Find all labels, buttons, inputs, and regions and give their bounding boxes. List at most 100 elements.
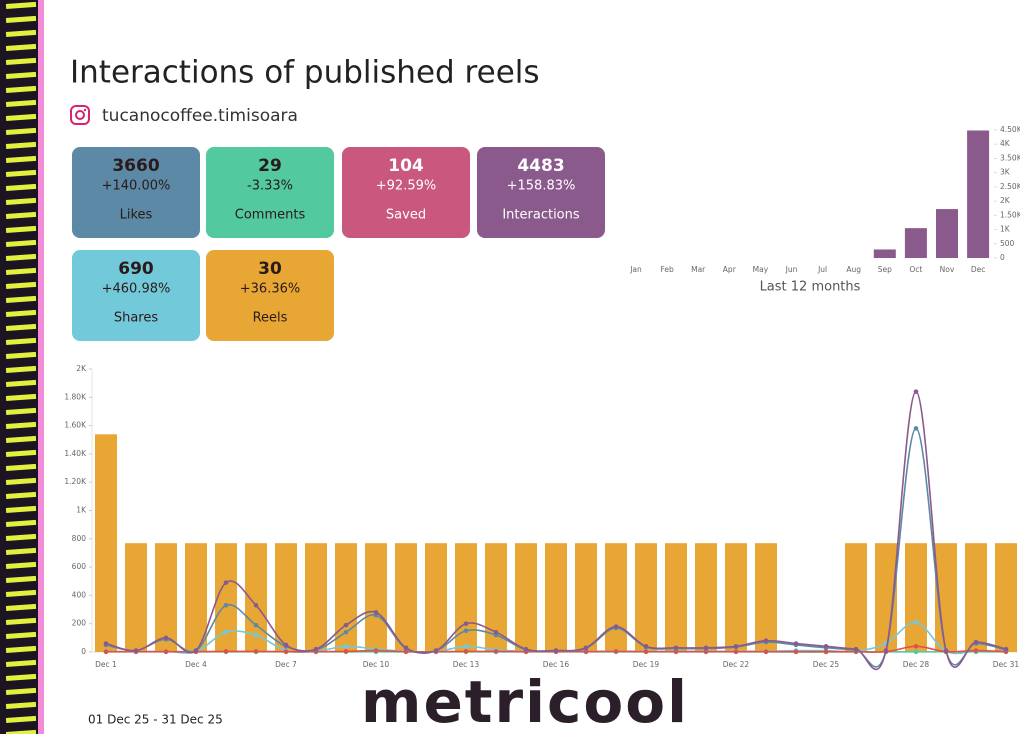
y-tick-label: 0 (1000, 253, 1005, 262)
point (463, 649, 469, 654)
x-tick-label: Feb (660, 265, 674, 274)
y-tick-label: 3K (1000, 168, 1011, 177)
point (343, 629, 349, 635)
bar (665, 543, 687, 652)
y-tick-label: 400 (72, 590, 87, 599)
bar (425, 543, 447, 652)
x-tick-label: May (753, 265, 769, 274)
y-tick-label: 600 (72, 562, 87, 571)
point (853, 646, 859, 652)
bar (875, 543, 897, 652)
point (403, 645, 409, 651)
y-tick-label: 200 (72, 619, 87, 628)
point (493, 649, 499, 654)
decor-stripe (0, 0, 40, 734)
kpi-card (206, 250, 334, 341)
bar (395, 543, 417, 652)
kpi-card (342, 147, 470, 238)
point (973, 648, 979, 653)
point (163, 635, 169, 641)
x-tick-label: Dec 4 (185, 660, 207, 669)
point (613, 649, 619, 654)
point (943, 648, 949, 653)
bar (905, 543, 927, 652)
point (103, 649, 109, 655)
bar (275, 543, 297, 652)
y-tick-label: 800 (72, 534, 87, 543)
point (793, 641, 799, 646)
point (223, 649, 229, 654)
kpi-change: +460.98% (102, 282, 171, 297)
y-tick-label: 500 (1000, 239, 1015, 248)
point (523, 646, 529, 652)
bar (245, 543, 267, 652)
y-tick-label: 4.50K (1000, 125, 1020, 134)
x-tick-label: Jan (629, 265, 642, 274)
kpi-label: Shares (114, 311, 159, 326)
point (403, 649, 409, 655)
kpi-card (477, 147, 605, 238)
bar (305, 543, 327, 652)
x-axis-label: Last 12 months (760, 280, 861, 295)
logo: metricool (361, 668, 689, 734)
point (913, 619, 919, 625)
point (283, 649, 289, 655)
y-tick-label: 1K (1000, 225, 1011, 234)
y-tick-label: 0 (81, 647, 86, 656)
point (553, 648, 559, 653)
point (613, 624, 619, 629)
bar (335, 543, 357, 652)
point (793, 649, 799, 655)
bar (755, 543, 777, 652)
kpi-label: Likes (120, 208, 153, 223)
x-tick-label: Aug (846, 265, 861, 274)
y-tick-label: 1K (76, 506, 87, 515)
y-tick-label: 2K (1000, 196, 1011, 205)
point (673, 649, 679, 655)
y-tick-label: 1.20K (64, 477, 87, 486)
bar (545, 543, 567, 652)
point (253, 603, 259, 608)
point (973, 639, 979, 645)
bar (155, 543, 177, 652)
x-tick-label: Dec 16 (543, 660, 570, 669)
point (253, 622, 259, 628)
kpi-value: 3660 (112, 156, 159, 176)
y-tick-label: 1.50K (1000, 210, 1020, 219)
point (283, 642, 289, 648)
bar (873, 249, 896, 258)
kpi-value: 29 (258, 156, 282, 176)
x-tick-label: Dec 28 (903, 660, 930, 669)
y-tick-label: 1.80K (64, 392, 87, 401)
point (823, 649, 829, 655)
x-tick-label: Mar (691, 265, 706, 274)
y-tick-label: 2K (76, 364, 87, 373)
bar (605, 543, 627, 652)
bar (185, 543, 207, 652)
bar (455, 543, 477, 652)
decor-edge (38, 0, 44, 734)
point (103, 641, 109, 646)
bar (965, 543, 987, 652)
point (823, 644, 829, 649)
x-tick-label: Dec 31 (993, 660, 1020, 669)
bar (635, 543, 657, 652)
point (643, 644, 649, 649)
point (373, 648, 379, 653)
point (673, 645, 679, 651)
kpi-change: +140.00% (102, 179, 171, 194)
x-tick-label: Dec 10 (363, 660, 390, 669)
kpi-change: +92.59% (376, 179, 436, 194)
point (133, 648, 139, 653)
point (223, 580, 229, 585)
x-tick-label: Dec 22 (723, 660, 750, 669)
point (583, 645, 589, 651)
y-tick-label: 2.50K (1000, 182, 1020, 191)
kpi-change: -3.33% (247, 179, 293, 194)
point (583, 649, 589, 655)
point (913, 389, 919, 394)
kpi-card (72, 147, 200, 238)
point (253, 632, 259, 638)
bar (485, 543, 507, 652)
bar (365, 543, 387, 652)
